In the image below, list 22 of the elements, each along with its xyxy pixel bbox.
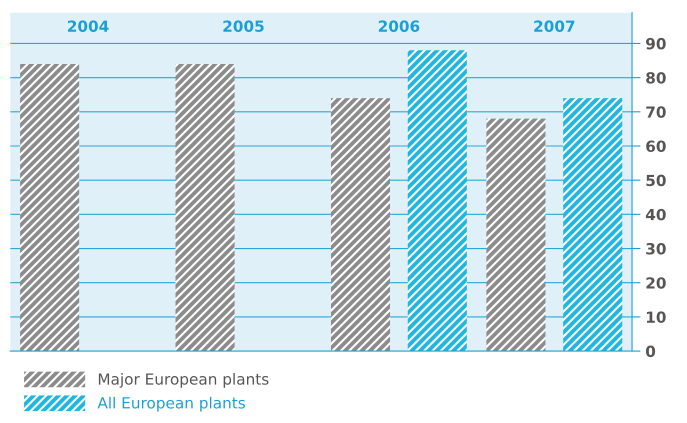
y-tick-label: 60: [646, 140, 666, 152]
legend-label: All European plants: [98, 396, 245, 412]
x-tick-label: 2006: [378, 20, 420, 32]
legend-label: Major European plants: [98, 372, 268, 388]
y-tick-label: 40: [646, 208, 666, 220]
bar: [330, 98, 390, 352]
bar: [563, 98, 622, 352]
y-tick-label: 20: [646, 277, 666, 289]
x-tick-label: 2005: [223, 20, 264, 32]
y-tick-label: 50: [646, 174, 666, 186]
y-tick-label: 0: [646, 346, 656, 358]
x-tick-label: 2007: [534, 20, 574, 32]
bar: [408, 50, 467, 352]
x-tick-label: 2004: [68, 20, 109, 32]
y-tick-label: 30: [646, 243, 666, 255]
y-tick-label: 70: [646, 106, 666, 118]
y-tick-label: 90: [646, 38, 666, 50]
bar: [20, 64, 80, 352]
y-tick-label: 80: [646, 72, 666, 84]
y-tick-label: 10: [646, 311, 666, 323]
bar: [176, 64, 235, 352]
bar: [486, 118, 546, 352]
